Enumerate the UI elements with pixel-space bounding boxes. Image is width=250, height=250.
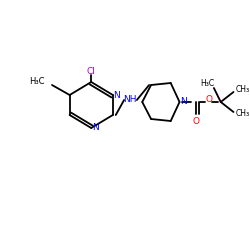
Text: N: N — [92, 124, 98, 132]
Text: Cl: Cl — [87, 66, 96, 76]
Text: O: O — [193, 116, 200, 126]
Text: NH: NH — [123, 96, 137, 104]
Text: N: N — [180, 96, 187, 106]
Text: H₃C: H₃C — [29, 76, 44, 86]
Text: CH₃: CH₃ — [235, 86, 250, 94]
Text: N: N — [113, 90, 120, 100]
Text: CH₃: CH₃ — [235, 110, 250, 118]
Text: O: O — [206, 96, 212, 104]
Text: H₃C: H₃C — [200, 78, 214, 88]
